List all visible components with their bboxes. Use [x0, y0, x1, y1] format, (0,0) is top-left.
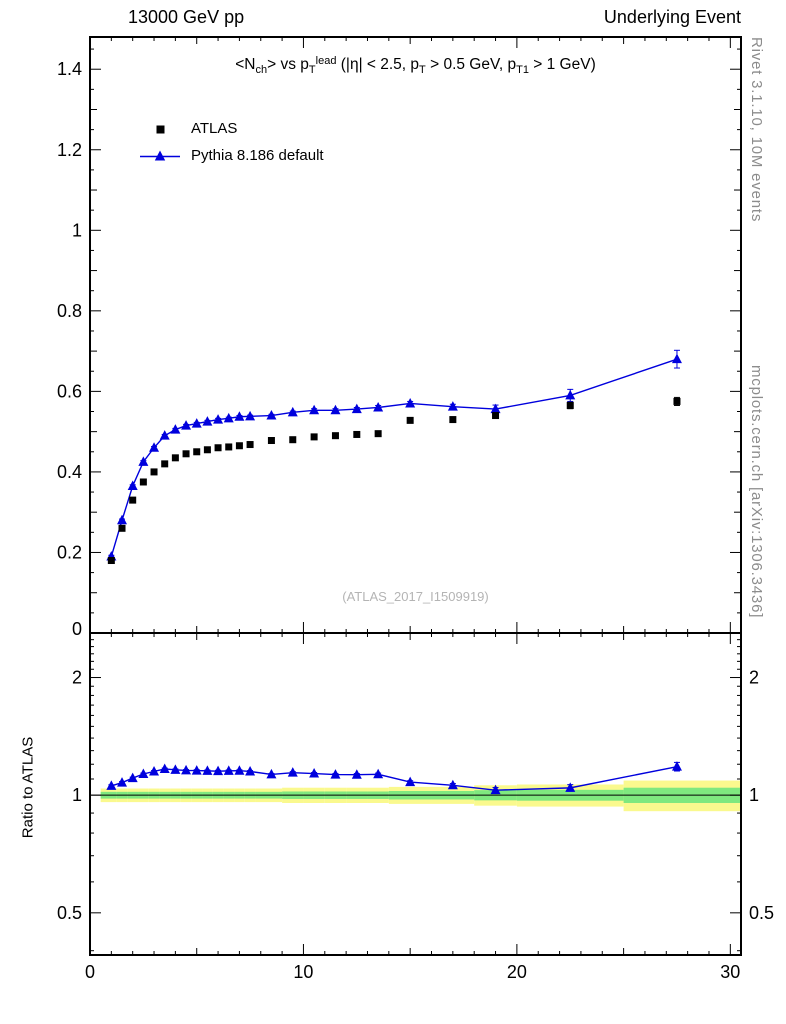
plot-title-segment: T — [419, 64, 426, 76]
legend-item-0: ATLAS — [138, 115, 324, 142]
svg-text:2: 2 — [72, 668, 82, 688]
observable-group-label: Underlying Event — [603, 7, 741, 27]
svg-text:0.2: 0.2 — [57, 542, 82, 562]
svg-text:0.4: 0.4 — [57, 462, 82, 482]
legend: ATLAS Pythia 8.186 default — [138, 115, 324, 169]
plot-title-segment: (|η| < 2.5, p — [336, 56, 420, 73]
svg-text:2: 2 — [749, 668, 759, 688]
atlas-series — [107, 396, 681, 565]
axis-ticks — [90, 37, 741, 955]
svg-text:10: 10 — [293, 962, 313, 982]
plot-title-segment: ch — [255, 64, 268, 76]
pythia-line — [110, 358, 678, 557]
svg-text:1: 1 — [749, 785, 759, 805]
svg-text:0.5: 0.5 — [57, 903, 82, 923]
svg-text:1.4: 1.4 — [57, 59, 82, 79]
plot-title-segment: <N — [235, 56, 256, 73]
uncertainty-band — [100, 780, 741, 812]
axis-tick-labels: 00.20.40.60.811.21.40.5 0.51 12 20 10 20 30 — [57, 59, 774, 982]
svg-text:0.5: 0.5 — [749, 903, 774, 923]
plot-title-segment: > 0.5 GeV, p — [425, 56, 517, 73]
ratio-frame — [89, 632, 742, 956]
svg-text:0.8: 0.8 — [57, 301, 82, 321]
square-marker-icon — [156, 125, 165, 133]
ratio-axis-title: Ratio to ATLAS — [19, 736, 37, 839]
legend-item-1: Pythia 8.186 default — [138, 142, 324, 169]
mcplots-note: mcplots.cern.ch [arXiv:1306.3436] — [748, 365, 765, 619]
beam-energy-label: 13000 GeV pp — [128, 7, 245, 27]
plot-title-segment: T — [308, 64, 316, 76]
legend-label: Pythia 8.186 default — [191, 147, 324, 164]
plot-title-segment: lead — [315, 55, 337, 67]
svg-text:0.6: 0.6 — [57, 381, 82, 401]
plot-title-segment: > vs p — [267, 56, 309, 73]
svg-text:1: 1 — [72, 220, 82, 240]
triangle-line-marker-icon — [140, 150, 180, 160]
analysis-watermark: (ATLAS_2017_I1509919) — [342, 589, 489, 604]
ratio-series — [106, 761, 682, 795]
plot-title-segment: > 1 GeV) — [528, 56, 596, 73]
svg-text:0: 0 — [85, 962, 95, 982]
svg-text:20: 20 — [507, 962, 527, 982]
pythia-series — [106, 349, 682, 561]
rivet-version-note: Rivet 3.1.10, 10M events — [748, 37, 765, 223]
svg-text:30: 30 — [720, 962, 740, 982]
plot-title-segment: T1 — [516, 64, 529, 76]
svg-text:0: 0 — [72, 619, 82, 639]
legend-label: ATLAS — [191, 120, 238, 137]
svg-text:1: 1 — [72, 785, 82, 805]
plot-title: <Nch> vs pTlead (|η| < 2.5, pT > 0.5 GeV… — [90, 55, 741, 76]
svg-text:1.2: 1.2 — [57, 140, 82, 160]
